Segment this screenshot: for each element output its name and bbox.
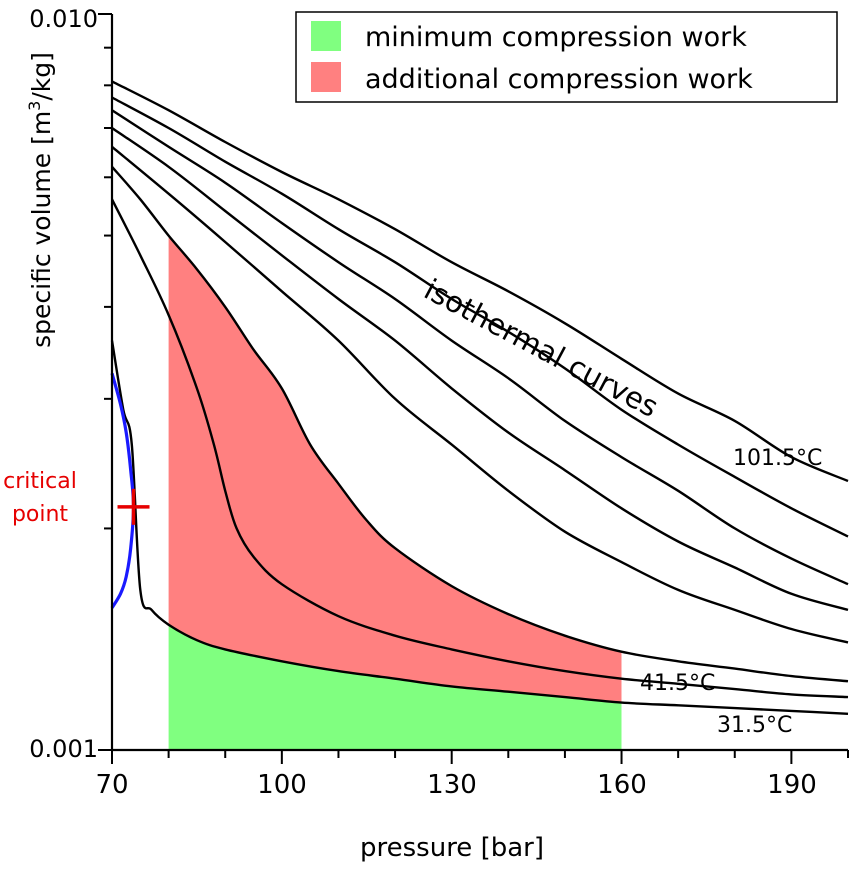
saturation-dome: [110, 372, 136, 609]
critical-point-label-line2: point: [12, 502, 68, 527]
critical-point-label-line1: critical: [3, 469, 77, 494]
axes: [110, 14, 848, 752]
isotherm-101-5C: [111, 80, 849, 483]
regions: [168, 235, 622, 750]
x-tick-label: 190: [767, 770, 817, 800]
y-axis-label: specific volume [m3/kg]: [25, 52, 56, 348]
region-minimum-work: [168, 624, 622, 750]
legend-label-min-work: minimum compression work: [365, 22, 747, 53]
isotherm-81-5C: [111, 109, 849, 586]
x-axis-label: pressure [bar]: [360, 833, 544, 863]
y-tick-label-bottom: 0.001: [29, 735, 98, 763]
x-tick-label: 100: [257, 770, 307, 800]
axis-ticks: [98, 13, 849, 764]
legend-box: [295, 11, 838, 103]
legend-swatch-min-work: [311, 21, 341, 51]
isotherm-label-bottom: 31.5°C: [717, 713, 792, 738]
isotherm-label-mid: 41.5°C: [640, 671, 715, 696]
region-additional-work: [168, 235, 622, 703]
x-tick-label: 130: [427, 770, 477, 800]
isotherm-31-5C: [110, 340, 849, 715]
isotherm-71-5C: [111, 127, 849, 612]
y-tick-label-top: 0.010: [29, 5, 98, 33]
legend: minimum compression work additional comp…: [295, 11, 838, 103]
isotherm-curves: [110, 80, 849, 715]
legend-label-add-work: additional compression work: [365, 64, 753, 95]
isotherm-41-5C: [110, 198, 849, 699]
isotherm-91-5C: [111, 96, 849, 538]
legend-swatch-add-work: [311, 62, 341, 92]
isotherm-61-5C: [111, 145, 849, 644]
isotherm-51-5C: [111, 166, 849, 683]
isothermal-curves-label: isothermal curves: [419, 272, 664, 424]
x-tick-label: 160: [597, 770, 647, 800]
isotherm-label-top: 101.5°C: [733, 446, 822, 471]
x-tick-label: 70: [95, 770, 128, 800]
x-tick-labels: 70 100 130 160 190: [95, 770, 816, 800]
critical-point-marker: [117, 488, 150, 525]
